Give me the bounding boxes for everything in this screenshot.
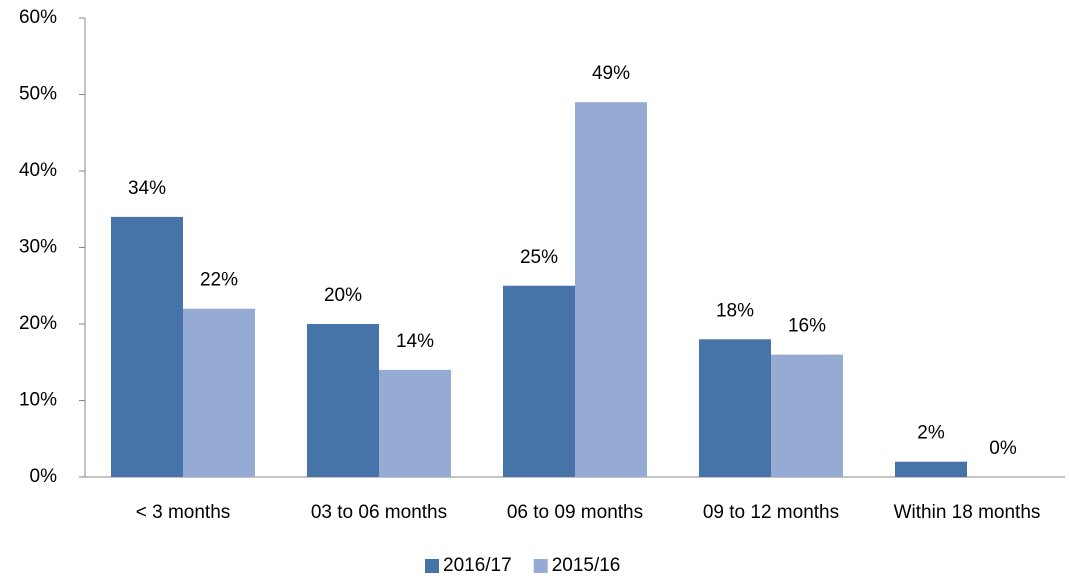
x-tick-label: 03 to 06 months: [311, 502, 447, 523]
data-label: 2%: [917, 423, 945, 444]
data-label: 49%: [592, 63, 630, 84]
bar: [111, 216, 183, 477]
data-label: 14%: [396, 331, 434, 352]
x-tick-label: 06 to 09 months: [507, 502, 643, 523]
bar: [575, 102, 647, 478]
y-tick-label: 20%: [19, 313, 57, 334]
legend-label: 2016/17: [443, 555, 512, 576]
y-tick-label: 60%: [19, 7, 57, 28]
data-label: 34%: [128, 178, 166, 199]
legend-swatch: [533, 559, 548, 573]
data-label: 0%: [989, 438, 1017, 459]
y-tick-label: 10%: [19, 390, 57, 411]
y-tick-label: 30%: [19, 237, 57, 258]
data-label: 22%: [200, 270, 238, 291]
x-tick-label: Within 18 months: [894, 502, 1041, 523]
bar: [503, 285, 575, 477]
data-label: 25%: [520, 247, 558, 268]
legend-label: 2015/16: [552, 555, 621, 576]
bar: [307, 324, 379, 477]
x-tick-label: 09 to 12 months: [703, 502, 839, 523]
y-tick-label: 0%: [30, 466, 58, 487]
bar: [895, 461, 967, 477]
bar: [183, 308, 255, 477]
bar: [699, 339, 771, 477]
y-tick-label: 50%: [19, 84, 57, 105]
data-label: 18%: [716, 300, 754, 321]
bar: [379, 369, 451, 477]
data-label: 20%: [324, 285, 362, 306]
y-tick-label: 40%: [19, 160, 57, 181]
data-label: 16%: [788, 316, 826, 337]
x-tick-label: < 3 months: [136, 502, 231, 523]
bar: [771, 354, 843, 477]
legend-swatch: [425, 559, 439, 573]
